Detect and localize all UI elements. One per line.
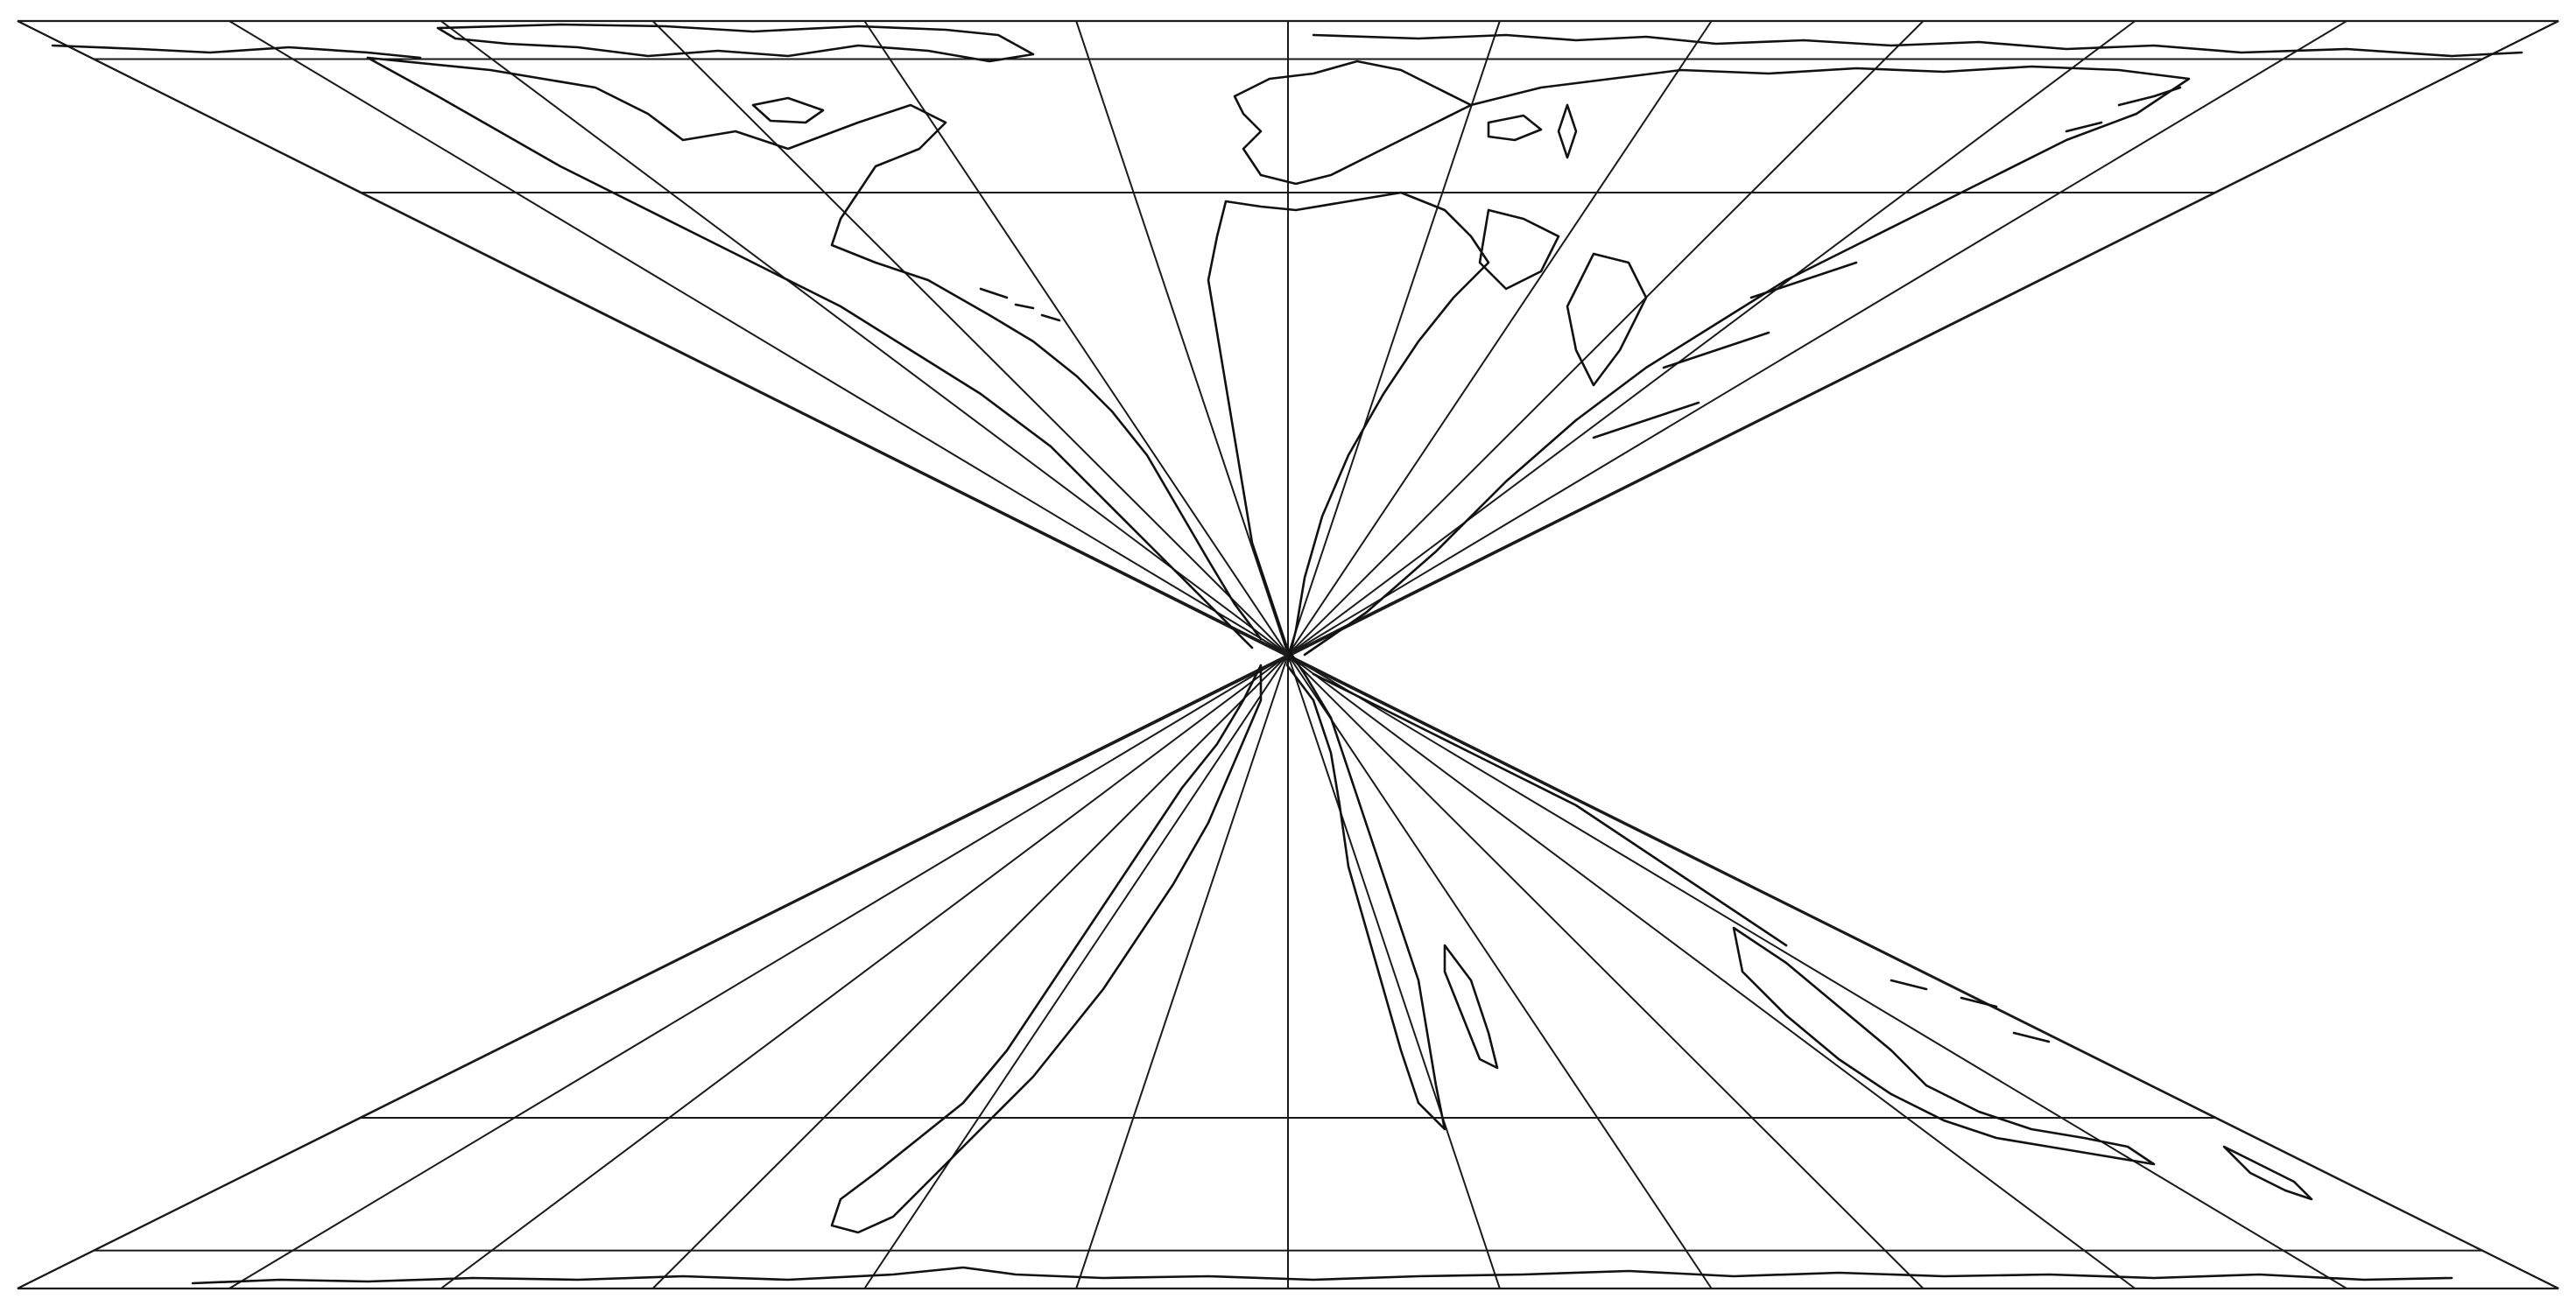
arctic-coast-west [51, 44, 422, 60]
antarctica-coast [191, 1266, 2453, 1285]
africa-coast [1207, 191, 1490, 1131]
arabian-peninsula [1478, 208, 1560, 291]
new-zealand [2222, 1145, 2313, 1201]
pacific-islands-lower [1890, 979, 2051, 1043]
coastlines [51, 23, 2523, 1285]
arctic-coast-east [1312, 33, 2523, 58]
indian-subcontinent [1566, 252, 1648, 387]
madagascar [1443, 944, 1499, 1070]
greenland-coast [436, 23, 1035, 63]
north-america-west-coast [366, 56, 1254, 649]
australia-coast [1732, 926, 2156, 1166]
southeast-asia-islands [1592, 261, 1858, 439]
north-america-coast [366, 56, 1263, 641]
asia-coast [1303, 65, 2191, 657]
caspian-sea [1557, 103, 1578, 159]
great-lakes [751, 96, 825, 124]
south-america-coast [830, 664, 1263, 1234]
black-sea [1487, 114, 1543, 142]
projection-outline [17, 19, 2559, 1290]
caribbean-islands [979, 287, 1061, 322]
japan-islands [2065, 86, 2182, 133]
europe-coast [1233, 60, 1473, 186]
indonesia-islands [1312, 672, 1788, 947]
